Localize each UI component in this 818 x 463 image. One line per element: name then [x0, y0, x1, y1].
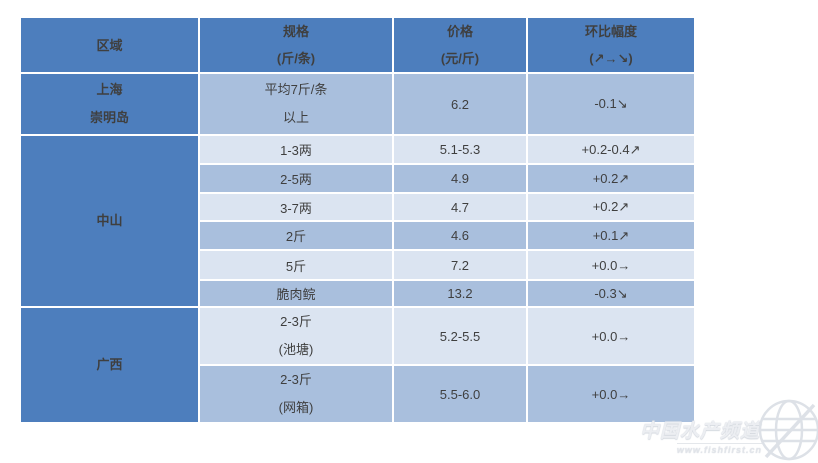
column-header-region: 区域 [21, 18, 198, 72]
table-row: 上海 崇明岛 平均7斤/条 以上 6.2 -0.1↘ [21, 74, 694, 134]
change-cell: +0.0→ [528, 308, 694, 364]
table-row: 5斤 7.2 +0.0→ [21, 251, 694, 279]
spec-cell: 平均7斤/条 以上 [200, 74, 392, 134]
change-cell: +0.2-0.4↗ [528, 136, 694, 163]
price-cell: 4.7 [394, 194, 526, 220]
column-header-price-line2: (元/斤) [440, 51, 480, 66]
spec-cell: 5斤 [200, 251, 392, 279]
globe-icon [758, 399, 818, 461]
column-header-price: 价格 (元/斤) [394, 18, 526, 72]
spec-cell: 2斤 [200, 222, 392, 249]
price-cell: 4.9 [394, 165, 526, 192]
table-row: 广西 2-3斤 (池塘) 5.2-5.5 +0.0→ [21, 308, 694, 422]
price-cell: 13.2 [394, 281, 526, 306]
region-cell-shanghai: 上海 崇明岛 [21, 74, 198, 134]
spec-cell: 2-5两 [200, 165, 392, 192]
column-header-change-arrows: (↗→↘) [589, 51, 633, 66]
column-header-region-label: 区域 [96, 37, 123, 53]
region-name-line1: 中山 [96, 213, 123, 228]
price-cell: 7.2 [394, 251, 526, 279]
table-row: 脆肉鲩 13.2 -0.3↘ [21, 281, 694, 306]
header-row: 区域 规格 (斤/条) 价格 (元/斤) 环比幅度 (↗→↘) [21, 18, 694, 72]
change-cell: +0.1↗ [528, 222, 694, 249]
spec-cell: 脆肉鲩 [200, 281, 392, 306]
change-cell: -0.3↘ [528, 281, 694, 306]
change-cell: +0.2↗ [528, 194, 694, 220]
table-row: 中山 1-3两 5.1-5.3 +0.2-0.4↗ [21, 136, 694, 306]
price-cell: 5.2-5.5 [394, 308, 526, 364]
table-row: 2-5两 4.9 +0.2↗ [21, 165, 694, 192]
region-cell-zhongshan: 中山 [21, 136, 198, 306]
price-cell: 4.6 [394, 222, 526, 249]
table-row: 3-7两 4.7 +0.2↗ [21, 194, 694, 220]
spec-cell: 2-3斤 (池塘) [200, 308, 392, 364]
price-cell: 5.5-6.0 [394, 366, 526, 422]
region-cell-guangxi: 广西 [21, 308, 198, 422]
region-name-line1: 上海 [96, 82, 123, 97]
table-row: 2-3斤 (网箱) 5.5-6.0 +0.0→ [21, 366, 694, 422]
change-cell: -0.1↘ [528, 74, 694, 134]
column-header-change-line1: 环比幅度 [584, 24, 637, 39]
table-row: 2斤 4.6 +0.1↗ [21, 222, 694, 249]
column-header-spec-line1: 规格 [282, 24, 309, 39]
change-cell: +0.2↗ [528, 165, 694, 192]
column-header-spec: 规格 (斤/条) [200, 18, 392, 72]
change-cell: +0.0→ [528, 251, 694, 279]
region-name-line1: 广西 [96, 357, 123, 372]
price-cell: 5.1-5.3 [394, 136, 526, 163]
change-cell: +0.0→ [528, 366, 694, 422]
column-header-spec-line2: (斤/条) [276, 51, 316, 66]
region-name-line2: 崇明岛 [89, 110, 129, 125]
fish-price-table: 区域 规格 (斤/条) 价格 (元/斤) 环比幅度 (↗→↘) 上海 [19, 16, 696, 424]
spec-cell: 3-7两 [200, 194, 392, 220]
column-header-price-line1: 价格 [446, 24, 473, 39]
watermark-url: www.fishfirst.cn [676, 443, 762, 455]
column-header-change: 环比幅度 (↗→↘) [528, 18, 694, 72]
spec-cell: 2-3斤 (网箱) [200, 366, 392, 422]
spec-cell: 1-3两 [200, 136, 392, 163]
price-cell: 6.2 [394, 74, 526, 134]
